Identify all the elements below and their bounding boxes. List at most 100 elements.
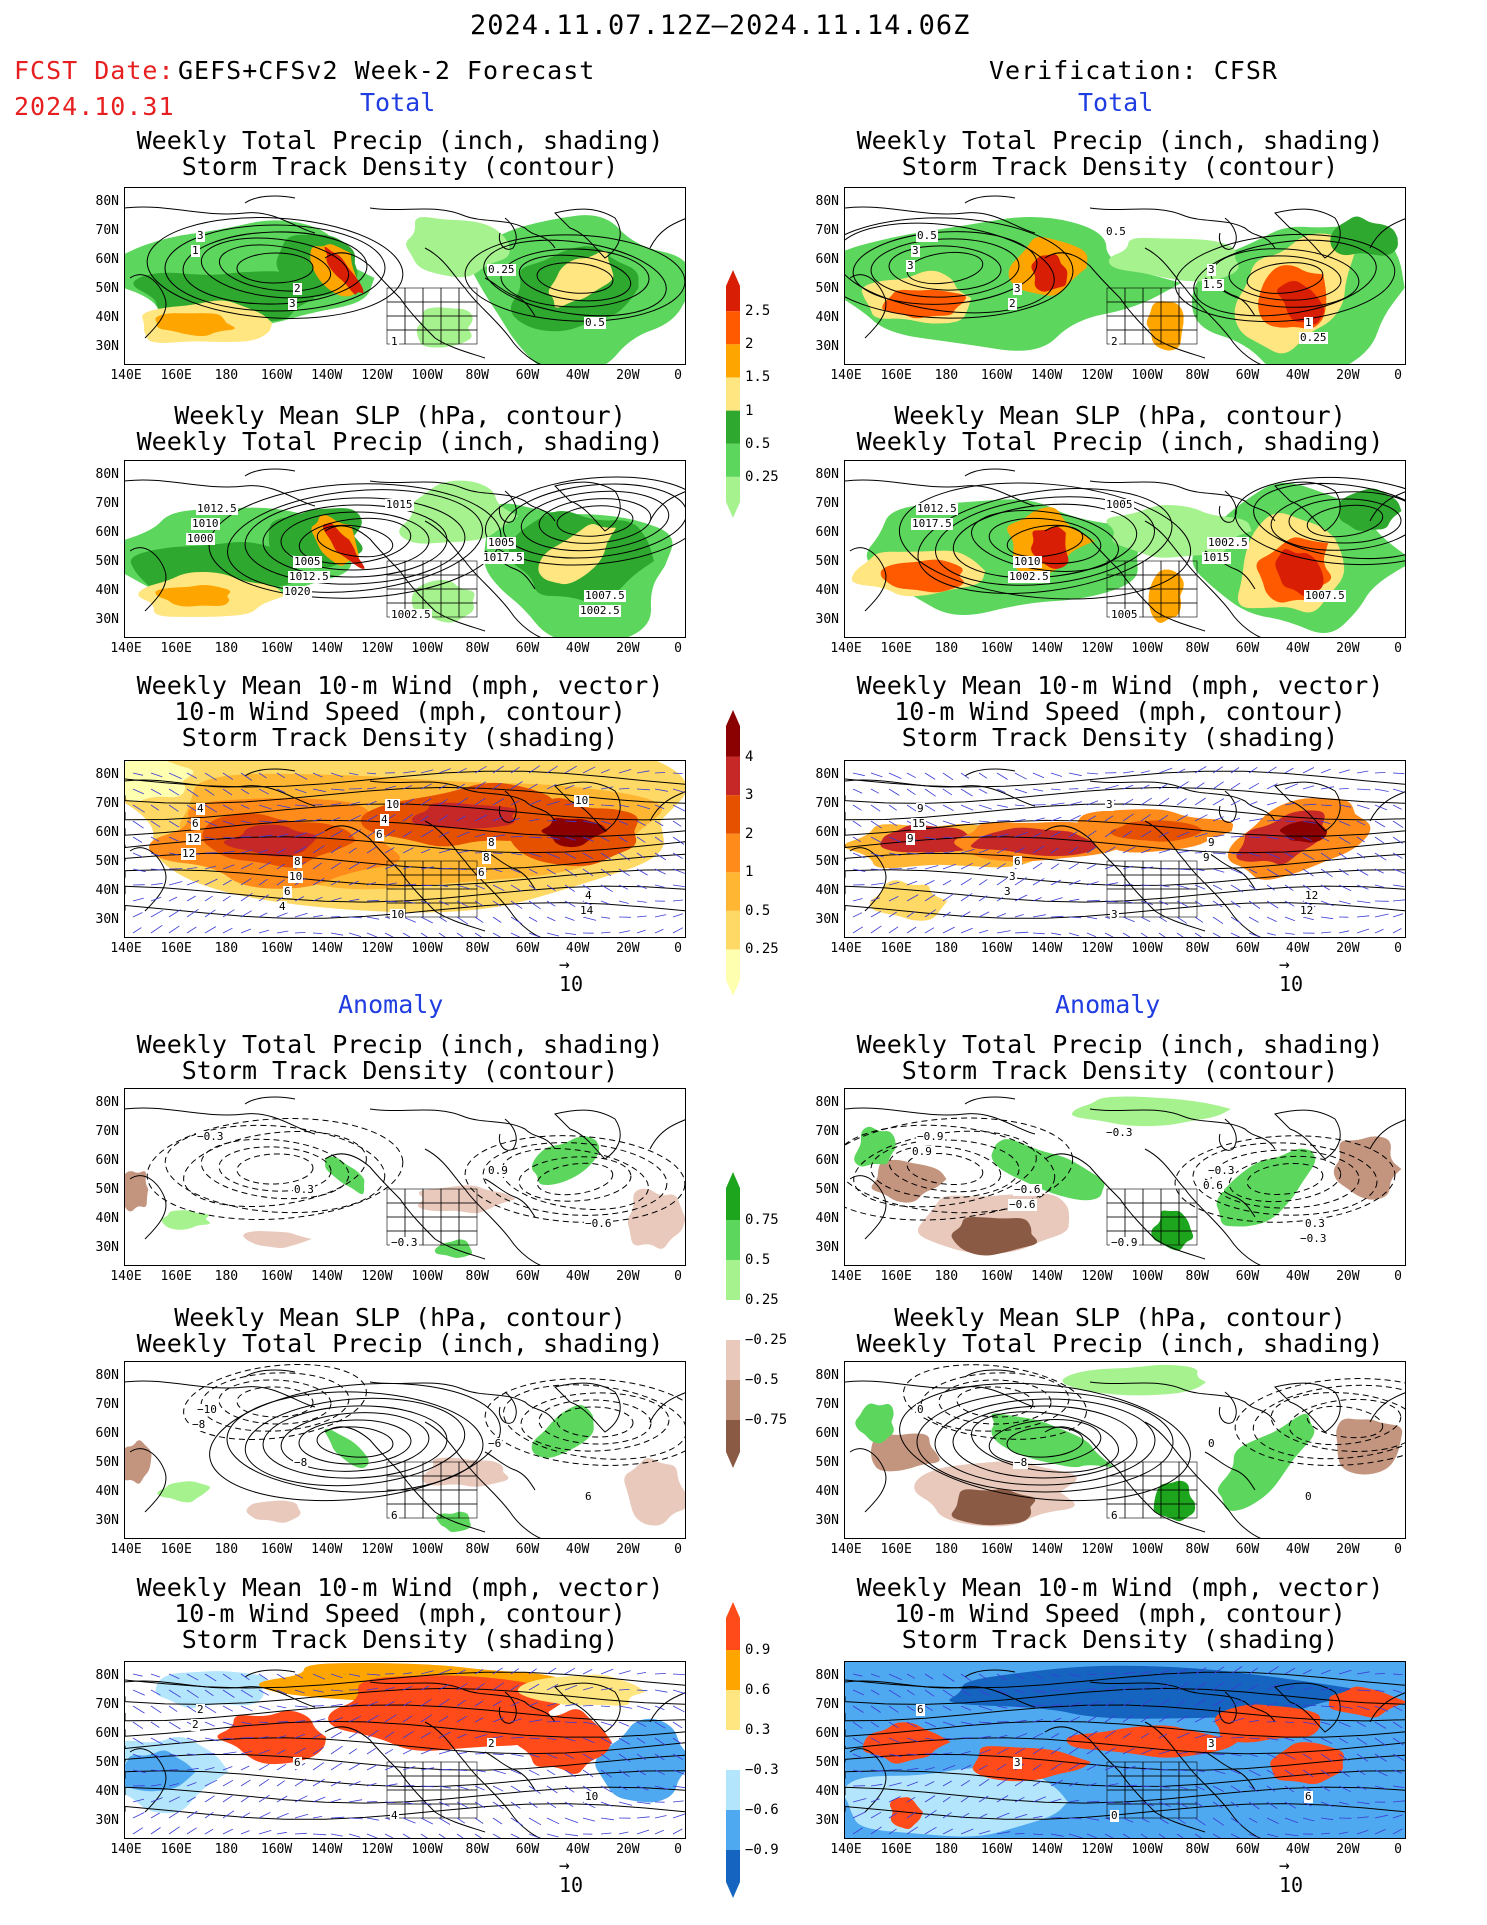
- vector-reference-value: 10: [1279, 972, 1304, 996]
- latitude-tick-label: 80N: [815, 1095, 839, 1110]
- panel-title-line: Weekly Total Precip (inch, shading): [136, 1329, 664, 1358]
- latitude-tick-label: 80N: [95, 1668, 119, 1683]
- longitude-tick-label: 160E: [160, 368, 192, 383]
- forecast-total-slp-precip-contour-label: 1012.5: [196, 502, 238, 515]
- precip-anom-region: [871, 1159, 947, 1203]
- latitude-tick-label: 70N: [815, 1397, 839, 1412]
- longitude-tick-label: 100W: [411, 941, 443, 956]
- latitude-tick-label: 50N: [815, 854, 839, 869]
- storm-anom-region: [972, 1746, 1092, 1782]
- longitude-tick-label: 40W: [565, 641, 590, 656]
- precip-anom-region: [246, 1500, 301, 1523]
- vector-reference-value: 10: [559, 1873, 584, 1897]
- colorbar-segment: [726, 344, 740, 378]
- forecast-anomaly-wind-map: 2 6 4 2 10 2: [124, 1661, 686, 1839]
- map-canvas: [845, 468, 1405, 637]
- forecast-total-slp-precip-contour-label: 1010: [191, 517, 220, 530]
- wind-vectors: [132, 765, 685, 937]
- longitude-tick-label: 60W: [1235, 941, 1260, 956]
- colorbar-segment: [726, 476, 740, 518]
- forecast-total-slp-precip-contour-label: 1000: [186, 532, 215, 545]
- latitude-tick-label: 70N: [95, 223, 119, 238]
- storm-anom-region: [1214, 1704, 1321, 1743]
- longitude-tick-label: 140E: [830, 1842, 862, 1857]
- state-borders: [386, 1461, 478, 1519]
- precip-anom-region: [125, 1440, 152, 1484]
- longitude-tick-label: 120W: [1081, 1269, 1113, 1284]
- colorbar-tick-label: −0.25: [745, 1332, 788, 1348]
- verification-anomaly-wind-contour-label: 6: [1304, 1790, 1313, 1803]
- verification-total-wind-contour-label: 3: [1003, 885, 1012, 898]
- longitude-tick-label: 180: [214, 1842, 239, 1857]
- storm-density-region: [223, 824, 317, 857]
- panel-title-line: Storm Track Density (contour): [181, 152, 619, 181]
- longitude-tick-label: 160E: [880, 641, 912, 656]
- longitude-tick-label: 140W: [1031, 641, 1063, 656]
- colorbar-tick-label: 1.5: [745, 369, 771, 386]
- state-borders: [386, 287, 478, 345]
- longitude-tick-label: 40W: [565, 1842, 590, 1857]
- longitude-tick-label: 180: [934, 368, 959, 383]
- longitude-tick-label: 80W: [1185, 368, 1210, 383]
- colorbar-tick-label: 3: [745, 787, 754, 804]
- map-canvas: [845, 1096, 1405, 1265]
- latitude-tick-label: 40N: [95, 1484, 119, 1499]
- verification-anomaly-precip-storm-contour-label: −0.9: [1110, 1236, 1139, 1249]
- colorbar-tick-label: −0.6: [745, 1802, 779, 1818]
- latitude-tick-label: 40N: [815, 1784, 839, 1799]
- fcst-date-value: 2024.10.31: [14, 92, 175, 121]
- latitude-tick-label: 50N: [95, 1182, 119, 1197]
- longitude-tick-label: 180: [934, 1842, 959, 1857]
- latitude-tick-label: 70N: [815, 1124, 839, 1139]
- forecast-anomaly-wind-contour-label: 4: [390, 1809, 399, 1822]
- longitude-tick-label: 180: [214, 941, 239, 956]
- map-canvas: [125, 1662, 685, 1838]
- verification-anomaly-slp-precip-contour-label: 6: [1110, 1509, 1119, 1522]
- precip-region: [538, 524, 617, 585]
- storm-anom-region: [889, 1797, 923, 1830]
- precip-region: [1330, 216, 1398, 256]
- verification-total-wind-contour-label: 3: [1008, 870, 1017, 883]
- longitude-tick-label: 160E: [160, 1269, 192, 1284]
- verification-anomaly-wind-contour-label: 3: [1207, 1737, 1216, 1750]
- colorbar-segment: [726, 710, 740, 757]
- precip-region: [155, 313, 235, 337]
- colorbar-tick-label: 4: [745, 748, 754, 765]
- longitude-tick-label: 180: [214, 1542, 239, 1557]
- precip-region: [399, 480, 519, 544]
- longitude-tick-label: 80W: [1185, 1842, 1210, 1857]
- date-range-title: 2024.11.07.12Z–2024.11.14.06Z: [470, 10, 971, 41]
- latitude-tick-label: 50N: [95, 1755, 119, 1770]
- forecast-anomaly-precip-storm-contour-label: −0.3: [390, 1236, 419, 1249]
- panel-title-line: Storm Track Density (shading): [901, 723, 1339, 752]
- longitude-tick-label: 140E: [110, 1269, 142, 1284]
- colorbar-segment: [726, 1770, 740, 1810]
- colorbar-tick-label: 0.25: [745, 941, 779, 958]
- precip-anom-region: [854, 1126, 896, 1167]
- colorbar-segment: [726, 833, 740, 873]
- latitude-tick-label: 40N: [95, 1784, 119, 1799]
- verification-total-precip-storm-contour-label: 0.5: [1105, 225, 1127, 238]
- verification-total-precip-storm-contour-label: 3: [911, 244, 920, 257]
- colorbar-tick-label: 0.25: [745, 468, 779, 485]
- precip-anom-region: [157, 1481, 210, 1503]
- colorbar-tick-label: −0.3: [745, 1762, 779, 1778]
- longitude-tick-label: 160E: [160, 641, 192, 656]
- longitude-tick-label: 0: [1394, 1842, 1402, 1857]
- forecast-total-wind-contour-label: 12: [186, 832, 202, 845]
- forecast-anomaly-wind-contour-label: 2: [487, 1737, 496, 1750]
- state-borders: [1106, 1761, 1198, 1819]
- verification-anomaly-precip-storm-contour-label: 0.9: [911, 1145, 933, 1158]
- storm-track-contours: [845, 217, 1074, 319]
- longitude-tick-label: 20W: [616, 1842, 640, 1857]
- precip-anom-region: [161, 1210, 210, 1230]
- longitude-tick-label: 0: [674, 1842, 682, 1857]
- forecast-total-wind-contour-label: 8: [482, 851, 491, 864]
- panel-title-line: Weekly Total Precip (inch, shading): [856, 1030, 1384, 1059]
- longitude-tick-label: 120W: [1081, 941, 1113, 956]
- forecast-total-precip-storm-contour-label: 1: [390, 335, 399, 348]
- latitude-tick-label: 60N: [815, 1726, 839, 1741]
- latitude-tick-label: 50N: [815, 1455, 839, 1470]
- storm-anom-region: [595, 1718, 685, 1803]
- longitude-tick-label: 100W: [411, 1269, 443, 1284]
